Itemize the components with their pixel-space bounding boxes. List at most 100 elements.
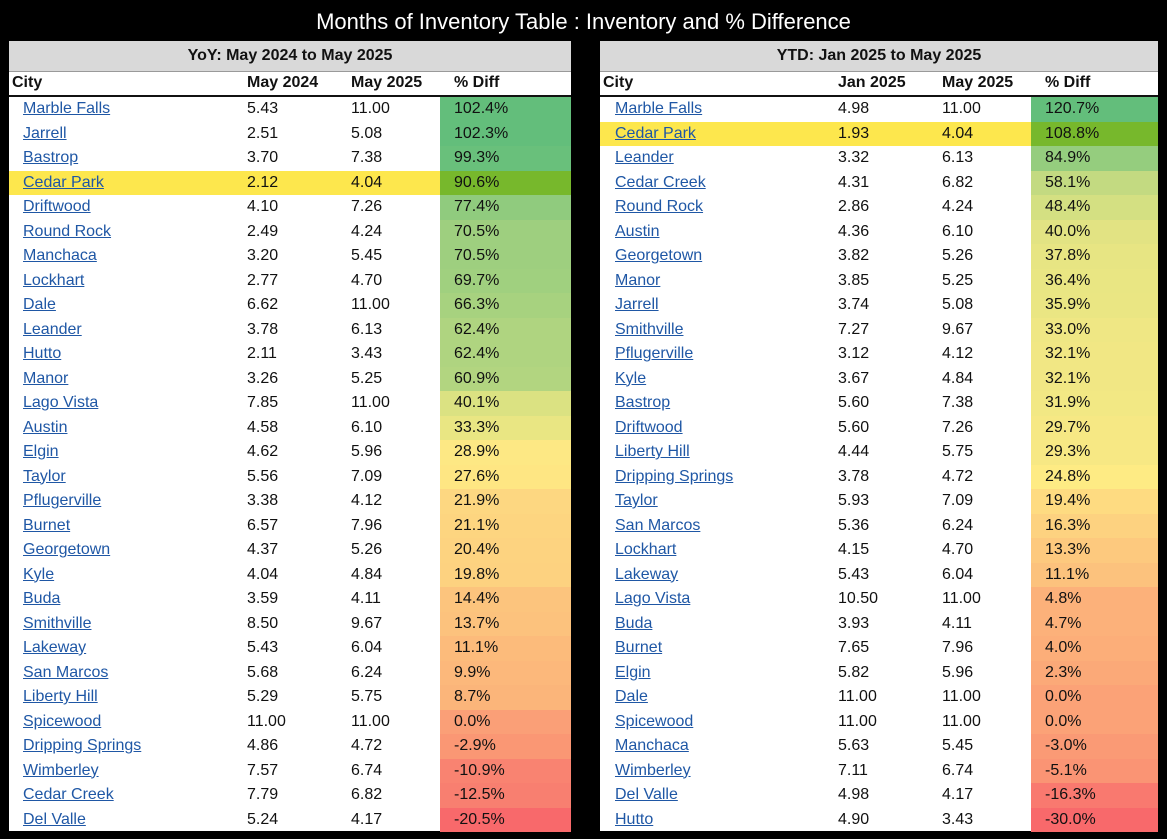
city-link[interactable]: Pflugerville bbox=[615, 345, 694, 362]
city-link[interactable]: Wimberley bbox=[23, 761, 99, 779]
table-row: Smithville 8.50 9.67 13.7% bbox=[9, 611, 571, 636]
start-value: 3.82 bbox=[838, 247, 870, 264]
city-link[interactable]: Del Valle bbox=[615, 786, 678, 803]
city-link[interactable]: Lago Vista bbox=[23, 394, 99, 411]
city-link[interactable]: Lockhart bbox=[23, 271, 85, 289]
start-value: 7.27 bbox=[838, 320, 870, 338]
end-value: 4.72 bbox=[942, 467, 974, 485]
pct-diff-cell: 66.3% bbox=[440, 293, 571, 318]
city-link[interactable]: Round Rock bbox=[23, 222, 112, 240]
city-link[interactable]: Smithville bbox=[23, 614, 92, 632]
city-link[interactable]: Jarrell bbox=[23, 124, 67, 142]
start-value: 4.62 bbox=[247, 443, 279, 460]
city-link[interactable]: Austin bbox=[23, 418, 68, 436]
pct-diff-cell: 29.3% bbox=[1031, 440, 1158, 465]
city-link[interactable]: Bastrop bbox=[615, 394, 671, 411]
start-value: 3.32 bbox=[838, 149, 870, 166]
city-link[interactable]: Lakeway bbox=[615, 565, 679, 583]
city-link[interactable]: Manor bbox=[23, 369, 69, 387]
city-link[interactable]: Driftwood bbox=[615, 418, 683, 436]
city-link[interactable]: Marble Falls bbox=[615, 100, 703, 117]
city-link[interactable]: Dripping Springs bbox=[615, 467, 734, 485]
city-link[interactable]: Elgin bbox=[615, 663, 651, 681]
pct-diff-cell: 62.4% bbox=[440, 342, 571, 367]
table-row: Burnet 6.57 7.96 21.1% bbox=[9, 513, 571, 538]
end-value: 9.67 bbox=[942, 320, 974, 338]
city-link[interactable]: Cedar Park bbox=[23, 173, 104, 191]
city-link[interactable]: Burnet bbox=[23, 516, 71, 534]
city-link[interactable]: Taylor bbox=[615, 492, 658, 509]
end-value: 5.26 bbox=[942, 247, 974, 264]
city-link[interactable]: San Marcos bbox=[615, 516, 701, 534]
end-value: 6.13 bbox=[942, 149, 974, 166]
pct-diff-cell: 84.9% bbox=[1031, 146, 1158, 171]
pct-diff-cell: -16.3% bbox=[1031, 783, 1158, 808]
city-link[interactable]: Lago Vista bbox=[615, 590, 691, 607]
city-link[interactable]: Dale bbox=[615, 688, 648, 705]
city-link[interactable]: Liberty Hill bbox=[615, 443, 690, 460]
start-value: 4.98 bbox=[838, 100, 870, 117]
table-row: Liberty Hill 4.44 5.75 29.3% bbox=[600, 440, 1158, 465]
city-link[interactable]: Liberty Hill bbox=[23, 688, 98, 705]
start-value: 2.77 bbox=[247, 271, 279, 289]
city-link[interactable]: Lockhart bbox=[615, 541, 677, 558]
start-value: 4.98 bbox=[838, 786, 870, 803]
city-link[interactable]: Dale bbox=[23, 296, 56, 313]
city-link[interactable]: Jarrell bbox=[615, 296, 659, 313]
end-value: 6.10 bbox=[942, 222, 974, 240]
city-link[interactable]: Marble Falls bbox=[23, 100, 111, 117]
start-value: 4.04 bbox=[247, 565, 279, 583]
city-link[interactable]: Driftwood bbox=[23, 198, 91, 215]
city-link[interactable]: Leander bbox=[23, 320, 82, 338]
city-link[interactable]: Pflugerville bbox=[23, 492, 102, 509]
city-link[interactable]: Kyle bbox=[615, 369, 647, 387]
city-link[interactable]: Manchaca bbox=[615, 737, 689, 754]
pct-diff-cell: 120.7% bbox=[1031, 97, 1158, 122]
city-link[interactable]: Austin bbox=[615, 222, 660, 240]
start-value: 5.93 bbox=[838, 492, 870, 509]
table-row: Spicewood 11.00 11.00 0.0% bbox=[600, 709, 1158, 734]
city-link[interactable]: Taylor bbox=[23, 467, 66, 485]
table-row: Liberty Hill 5.29 5.75 8.7% bbox=[9, 685, 571, 710]
city-link[interactable]: Lakeway bbox=[23, 639, 87, 656]
city-link[interactable]: Cedar Park bbox=[615, 124, 696, 142]
table-row: Leander 3.78 6.13 62.4% bbox=[9, 317, 571, 342]
city-link[interactable]: Burnet bbox=[615, 639, 663, 656]
city-link[interactable]: Manor bbox=[615, 271, 661, 289]
city-link[interactable]: Spicewood bbox=[615, 712, 694, 730]
city-link[interactable]: San Marcos bbox=[23, 663, 109, 681]
city-link[interactable]: Manchaca bbox=[23, 247, 97, 264]
end-value: 6.74 bbox=[351, 761, 383, 779]
pct-diff-cell: 20.4% bbox=[440, 538, 571, 563]
end-value: 7.96 bbox=[351, 516, 383, 534]
city-link[interactable]: Georgetown bbox=[615, 247, 703, 264]
end-value: 7.09 bbox=[351, 467, 383, 485]
start-value: 5.68 bbox=[247, 663, 279, 681]
pct-diff-cell: 0.0% bbox=[1031, 685, 1158, 710]
city-link[interactable]: Leander bbox=[615, 149, 674, 166]
table-row: Georgetown 4.37 5.26 20.4% bbox=[9, 538, 571, 563]
table-row: Bastrop 5.60 7.38 31.9% bbox=[600, 391, 1158, 416]
city-link[interactable]: Dripping Springs bbox=[23, 737, 142, 754]
city-link[interactable]: Wimberley bbox=[615, 761, 691, 779]
city-link[interactable]: Cedar Creek bbox=[23, 786, 114, 803]
table-row: Manor 3.26 5.25 60.9% bbox=[9, 366, 571, 391]
table-row: Del Valle 5.24 4.17 -20.5% bbox=[9, 807, 571, 832]
city-link[interactable]: Bastrop bbox=[23, 149, 79, 166]
city-link[interactable]: Elgin bbox=[23, 443, 59, 460]
table-row: Marble Falls 5.43 11.00 102.4% bbox=[9, 97, 571, 122]
city-link[interactable]: Hutto bbox=[615, 810, 654, 828]
city-link[interactable]: Cedar Creek bbox=[615, 173, 706, 191]
city-link[interactable]: Smithville bbox=[615, 320, 684, 338]
city-link[interactable]: Buda bbox=[23, 590, 61, 607]
city-link[interactable]: Round Rock bbox=[615, 198, 704, 215]
city-link[interactable]: Hutto bbox=[23, 345, 62, 362]
start-value: 5.43 bbox=[247, 639, 279, 656]
city-link[interactable]: Kyle bbox=[23, 565, 55, 583]
city-link[interactable]: Georgetown bbox=[23, 541, 111, 558]
start-value: 5.43 bbox=[247, 100, 279, 117]
city-link[interactable]: Del Valle bbox=[23, 810, 86, 828]
city-link[interactable]: Spicewood bbox=[23, 712, 102, 730]
city-link[interactable]: Buda bbox=[615, 614, 653, 632]
start-value: 7.57 bbox=[247, 761, 279, 779]
